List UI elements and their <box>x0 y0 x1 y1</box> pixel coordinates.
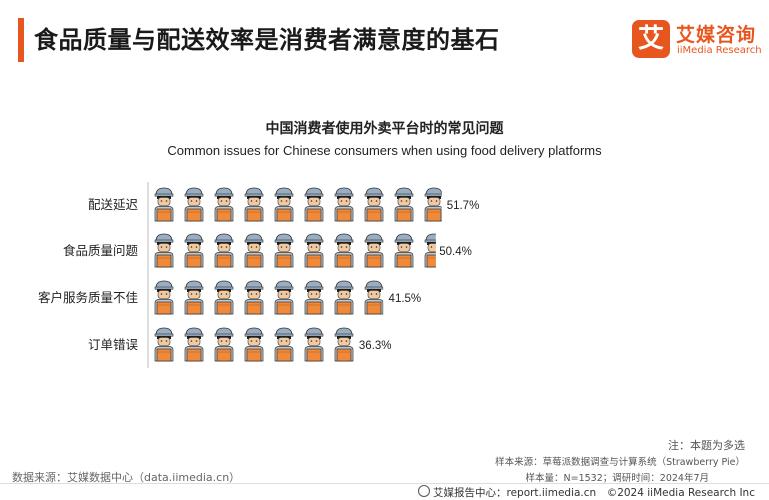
sample-size: 样本量：N=1532；调研时间：2024年7月 <box>525 473 709 484</box>
value-label: 36.3% <box>359 340 392 352</box>
footer-text: 艾媒报告中心：report.iimedia.cn ©2024 iiMedia R… <box>432 487 755 499</box>
delivery-person-icon <box>214 187 234 222</box>
chart-subtitle: Common issues for Chinese consumers when… <box>167 143 602 158</box>
delivery-person-icon <box>304 187 324 222</box>
delivery-person-icon <box>394 187 414 222</box>
delivery-person-icon <box>154 233 174 268</box>
delivery-person-icon <box>424 187 442 222</box>
delivery-person-icon <box>244 327 264 362</box>
delivery-person-icon <box>244 233 264 268</box>
delivery-person-icon <box>244 187 264 222</box>
delivery-person-icon <box>184 233 204 268</box>
value-label: 50.4% <box>439 246 472 258</box>
data-source: 数据来源：艾媒数据中心（data.iimedia.cn） <box>12 471 241 484</box>
category-label: 食品质量问题 <box>63 243 139 258</box>
page-title: 食品质量与配送效率是消费者满意度的基石 <box>34 26 500 54</box>
delivery-person-icon <box>364 280 384 315</box>
delivery-person-icon <box>184 187 204 222</box>
delivery-person-icon <box>274 233 294 268</box>
title-accent-bar <box>18 18 24 62</box>
footer-divider <box>0 483 769 484</box>
delivery-person-icon <box>274 187 294 222</box>
value-label: 41.5% <box>389 293 422 305</box>
footer-report-center: 艾媒报告中心：report.iimedia.cn ©2024 iiMedia R… <box>417 485 755 500</box>
pictogram-bar-chart: 配送延迟 51.7% 食品质量问题 50.4% 客户服务质量不佳 41.5% 订单错误 36.… <box>38 182 480 368</box>
delivery-person-icon <box>154 327 174 362</box>
delivery-person-icon <box>214 327 234 362</box>
value-label: 51.7% <box>447 200 480 212</box>
category-label: 订单错误 <box>88 337 139 352</box>
delivery-person-icon <box>214 280 234 315</box>
logo-mark: 艾 <box>632 20 670 58</box>
delivery-person-icon <box>244 280 264 315</box>
globe-icon <box>417 485 430 497</box>
delivery-person-icon <box>304 327 324 362</box>
delivery-person-icon <box>274 280 294 315</box>
logo-text-en: iiMedia Research <box>677 45 762 56</box>
delivery-person-icon <box>154 280 174 315</box>
sample-source: 样本来源：草莓派数据调查与计算系统（Strawberry Pie） <box>495 457 745 468</box>
delivery-person-icon <box>154 187 174 222</box>
delivery-person-icon <box>364 187 384 222</box>
delivery-person-icon <box>304 280 324 315</box>
delivery-person-icon <box>364 233 384 268</box>
chart-title: 中国消费者使用外卖平台时的常见问题 <box>265 121 504 137</box>
category-label: 配送延迟 <box>88 197 139 212</box>
logo-text-cn: 艾媒咨询 <box>676 24 757 46</box>
delivery-person-icon <box>394 233 414 268</box>
delivery-person-icon <box>334 327 354 362</box>
delivery-person-icon <box>274 327 294 362</box>
multi-select-note: 注：本题为多选 <box>668 439 745 452</box>
delivery-person-icon <box>334 233 354 268</box>
iimedia-logo: 艾 艾媒咨询 iiMedia Research <box>632 20 762 60</box>
category-label: 客户服务质量不佳 <box>38 290 138 305</box>
delivery-person-icon <box>334 280 354 315</box>
delivery-person-icon <box>184 280 204 315</box>
delivery-person-icon <box>334 187 354 222</box>
delivery-person-icon <box>304 233 324 268</box>
delivery-person-icon <box>184 327 204 362</box>
delivery-person-icon <box>214 233 234 268</box>
delivery-person-icon <box>424 233 436 268</box>
